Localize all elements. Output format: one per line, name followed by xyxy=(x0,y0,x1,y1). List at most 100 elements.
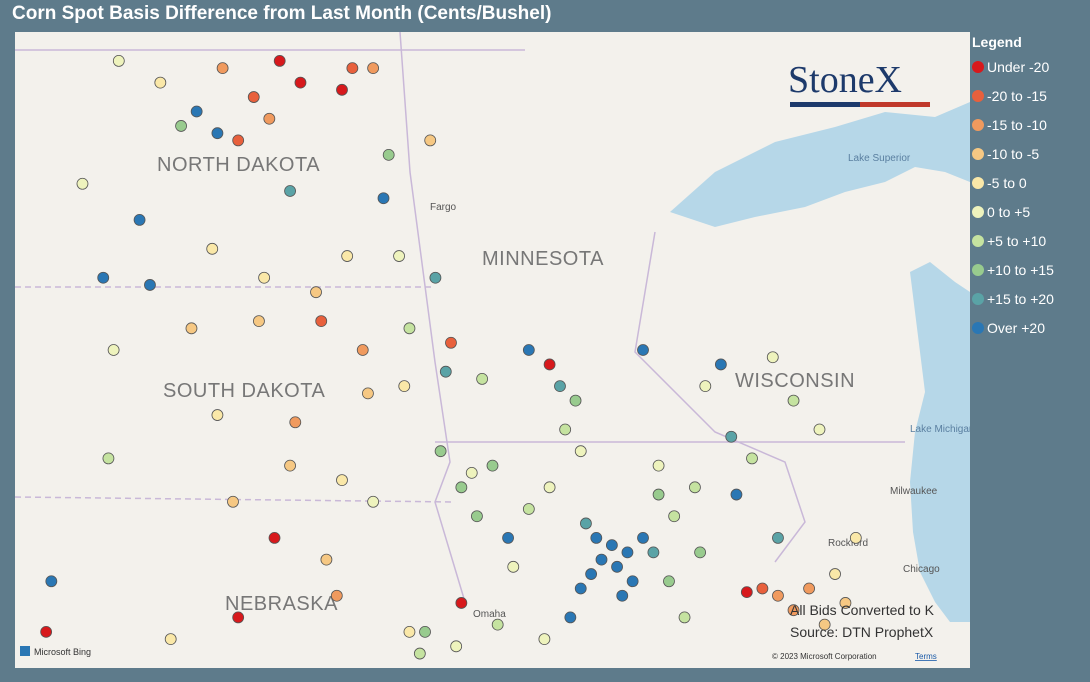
bid-point[interactable] xyxy=(367,495,380,508)
bid-point[interactable] xyxy=(522,503,535,515)
bid-point[interactable] xyxy=(413,647,426,660)
bid-point[interactable] xyxy=(175,120,187,132)
bid-point[interactable] xyxy=(289,416,302,429)
bid-point[interactable] xyxy=(839,597,852,609)
bid-point[interactable] xyxy=(330,589,343,602)
bid-point[interactable] xyxy=(465,466,478,479)
bid-point[interactable] xyxy=(626,575,639,588)
bid-point[interactable] xyxy=(439,365,452,378)
bid-point[interactable] xyxy=(455,597,468,609)
bid-point[interactable] xyxy=(725,430,738,443)
legend-item[interactable]: -10 to -5 xyxy=(972,139,1054,168)
bid-point[interactable] xyxy=(559,423,572,436)
legend-item[interactable]: 0 to +5 xyxy=(972,197,1054,226)
bid-point[interactable] xyxy=(746,452,758,465)
bid-point[interactable] xyxy=(689,481,701,494)
bid-point[interactable] xyxy=(522,344,535,356)
bid-point[interactable] xyxy=(787,604,800,617)
bid-point[interactable] xyxy=(471,510,483,523)
bid-point[interactable] xyxy=(818,618,831,631)
legend-item[interactable]: -5 to 0 xyxy=(972,168,1054,197)
bid-point[interactable] xyxy=(216,62,229,75)
bid-point[interactable] xyxy=(341,250,354,262)
bid-point[interactable] xyxy=(595,553,608,566)
bid-point[interactable] xyxy=(227,495,239,508)
bid-point[interactable] xyxy=(336,83,348,96)
bid-point[interactable] xyxy=(787,394,800,407)
bid-point[interactable] xyxy=(263,112,276,125)
bid-point[interactable] xyxy=(346,62,359,75)
bid-point[interactable] xyxy=(678,611,691,624)
bid-point[interactable] xyxy=(232,611,245,624)
legend-item[interactable]: +5 to +10 xyxy=(972,226,1054,255)
bid-point[interactable] xyxy=(211,127,224,140)
bid-point[interactable] xyxy=(849,532,862,544)
bid-point[interactable] xyxy=(294,76,307,89)
legend-item[interactable]: -20 to -15 xyxy=(972,81,1054,110)
bid-point[interactable] xyxy=(403,625,416,638)
bid-point[interactable] xyxy=(476,373,489,385)
bid-point[interactable] xyxy=(154,76,167,89)
bid-point[interactable] xyxy=(367,62,380,75)
bid-point[interactable] xyxy=(382,148,395,161)
bid-point[interactable] xyxy=(258,271,271,284)
bid-point[interactable] xyxy=(580,517,592,530)
bid-point[interactable] xyxy=(616,589,629,602)
bid-point[interactable] xyxy=(424,134,437,147)
bid-point[interactable] xyxy=(813,423,826,436)
bid-point[interactable] xyxy=(647,546,660,559)
bid-point[interactable] xyxy=(419,625,431,638)
bid-point[interactable] xyxy=(455,481,468,494)
bid-point[interactable] xyxy=(97,271,110,284)
bid-point[interactable] xyxy=(112,55,125,67)
bid-point[interactable] xyxy=(211,409,224,421)
bid-point[interactable] xyxy=(538,633,551,645)
bid-point[interactable] xyxy=(652,459,665,472)
bid-point[interactable] xyxy=(450,640,463,653)
bid-point[interactable] xyxy=(730,488,743,501)
bid-point[interactable] xyxy=(190,105,203,118)
bid-point[interactable] xyxy=(268,532,281,544)
bid-point[interactable] xyxy=(232,134,245,147)
bid-point[interactable] xyxy=(569,394,582,407)
bid-point[interactable] xyxy=(486,459,499,472)
bid-point[interactable] xyxy=(273,55,286,67)
bid-point[interactable] xyxy=(829,568,841,580)
bid-point[interactable] xyxy=(102,452,115,465)
bid-point[interactable] xyxy=(590,532,603,544)
bid-point[interactable] xyxy=(605,539,618,552)
bid-point[interactable] xyxy=(76,177,89,190)
bid-point[interactable] xyxy=(714,358,727,371)
legend-item[interactable]: Over +20 xyxy=(972,313,1054,342)
bid-point[interactable] xyxy=(144,279,156,291)
bid-point[interactable] xyxy=(429,271,442,284)
bid-point[interactable] xyxy=(543,358,556,371)
legend-item[interactable]: +15 to +20 xyxy=(972,284,1054,313)
bid-point[interactable] xyxy=(247,91,260,103)
bid-point[interactable] xyxy=(362,387,374,400)
legend-item[interactable]: -15 to -10 xyxy=(972,110,1054,139)
bid-point[interactable] xyxy=(699,380,712,393)
bid-point[interactable] xyxy=(694,546,707,559)
bid-point[interactable] xyxy=(398,380,411,393)
bid-point[interactable] xyxy=(585,568,598,580)
legend-item[interactable]: +10 to +15 xyxy=(972,255,1054,284)
bid-point[interactable] xyxy=(803,582,816,595)
bid-point[interactable] xyxy=(772,532,784,544)
bid-point[interactable] xyxy=(445,336,457,349)
bid-point[interactable] xyxy=(310,286,322,299)
terms-link[interactable]: Terms xyxy=(915,652,937,661)
bid-point[interactable] xyxy=(336,474,348,486)
bid-point[interactable] xyxy=(564,611,577,624)
bid-point[interactable] xyxy=(434,445,447,458)
bid-point[interactable] xyxy=(315,315,328,327)
bid-point[interactable] xyxy=(40,625,53,638)
bid-point[interactable] xyxy=(766,351,779,364)
bid-point[interactable] xyxy=(772,589,784,602)
bid-point[interactable] xyxy=(107,344,120,356)
bid-point[interactable] xyxy=(45,575,58,588)
bid-point[interactable] xyxy=(253,315,265,327)
bid-point[interactable] xyxy=(502,532,514,544)
bid-point[interactable] xyxy=(543,481,556,494)
bid-point[interactable] xyxy=(663,575,675,588)
